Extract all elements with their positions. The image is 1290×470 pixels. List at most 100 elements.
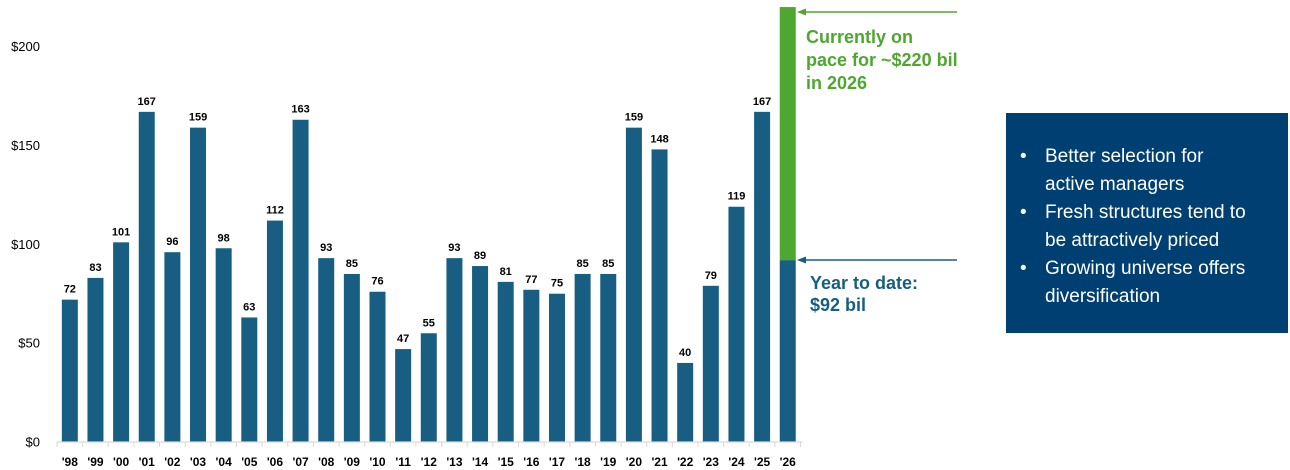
bar	[446, 258, 463, 442]
data-label: 77	[525, 274, 537, 286]
x-tick-label: '23	[703, 455, 720, 469]
data-label: 40	[679, 347, 691, 359]
data-label: 83	[89, 262, 101, 274]
ytd-annotation: Year to date: $92 bil	[810, 273, 923, 315]
x-tick-label: '07	[292, 455, 309, 469]
x-tick-label: '99	[87, 455, 104, 469]
x-tick-label: '25	[754, 455, 771, 469]
ytd-annotation-line: $92 bil	[810, 295, 866, 315]
x-tick-label: '21	[651, 455, 668, 469]
info-item-line: diversification	[1045, 286, 1161, 307]
x-tick-label: '98	[62, 455, 79, 469]
x-tick-label: '11	[395, 455, 411, 469]
x-tick-label: '26	[780, 455, 797, 469]
x-tick-label: '04	[216, 455, 233, 469]
info-item-line: be attractively priced	[1045, 230, 1220, 251]
bar	[113, 242, 130, 442]
data-label: 159	[625, 112, 643, 124]
bar	[190, 127, 207, 443]
x-tick-label: '18	[575, 455, 592, 469]
x-tick-label: '17	[549, 455, 566, 469]
y-tick-label: $150	[11, 138, 40, 153]
data-label: 81	[500, 266, 512, 278]
bar	[215, 248, 232, 442]
data-label: 119	[728, 191, 746, 203]
bar	[87, 277, 104, 442]
projection-arrow-head	[797, 8, 806, 16]
info-item: • Better selection for active managers	[1020, 143, 1274, 199]
bar	[523, 289, 540, 442]
bar	[625, 127, 642, 443]
data-label: 63	[243, 301, 255, 313]
bar	[702, 285, 719, 442]
data-label: 167	[753, 96, 771, 108]
info-item: • Growing universe offers diversificatio…	[1020, 255, 1274, 311]
bar	[728, 206, 745, 442]
bar	[574, 273, 591, 442]
x-tick-label: '22	[677, 455, 694, 469]
x-tick-label: '08	[318, 455, 335, 469]
bar	[241, 317, 258, 442]
y-tick-label: $50	[18, 336, 40, 351]
data-label: 93	[448, 242, 460, 254]
x-tick-label: '19	[600, 455, 617, 469]
x-tick-label: '20	[626, 455, 643, 469]
x-tick-label: '02	[164, 455, 181, 469]
x-tick-label: '12	[421, 455, 438, 469]
data-label: 112	[266, 205, 284, 217]
projection-annotation-line: in 2026	[806, 73, 867, 93]
annotations-layer: Currently on pace for ~$220 bil in 2026 …	[797, 8, 963, 315]
bar	[61, 299, 78, 442]
projection-annotation-line: Currently on	[806, 27, 913, 47]
data-label: 89	[474, 250, 486, 262]
bar	[754, 111, 771, 442]
bar	[651, 149, 668, 443]
bar	[369, 291, 386, 442]
data-label: 163	[291, 104, 309, 116]
data-label: 96	[166, 236, 178, 248]
x-tick-label: '00	[113, 455, 130, 469]
info-item-line: Growing universe offers	[1045, 258, 1246, 279]
x-tick-label: '09	[344, 455, 361, 469]
bar	[548, 293, 565, 442]
data-label: 85	[346, 258, 358, 270]
data-label: 79	[705, 270, 717, 282]
bullet-icon: •	[1020, 146, 1027, 167]
info-item: • Fresh structures tend to be attractive…	[1020, 199, 1274, 255]
bar	[343, 273, 360, 442]
projection-annotation: Currently on pace for ~$220 bil in 2026	[806, 27, 963, 93]
bar	[164, 252, 181, 442]
y-tick-label: $200	[11, 39, 40, 54]
projection-bar	[779, 7, 796, 261]
y-axis: $0 $50 $100 $150 $200	[11, 39, 40, 449]
x-tick-label: '13	[446, 455, 463, 469]
info-item-line: active managers	[1045, 174, 1185, 195]
bar	[600, 273, 617, 442]
bar	[395, 349, 412, 442]
data-label: 148	[650, 133, 668, 145]
ytd-arrow-head	[797, 256, 806, 264]
data-label: 55	[423, 317, 435, 329]
y-tick-label: $100	[11, 237, 40, 252]
data-label: 159	[189, 112, 207, 124]
data-label: 85	[602, 258, 614, 270]
x-tick-label: '06	[267, 455, 284, 469]
ytd-annotation-line: Year to date:	[810, 273, 918, 293]
bar-chart: 72 83 101 167 96 159 98 63 112 163 93 85 76 47 55 93 89 8…	[11, 7, 963, 469]
bullet-icon: •	[1020, 202, 1027, 223]
bar	[677, 362, 694, 442]
x-tick-label: '16	[523, 455, 540, 469]
x-tick-label: '15	[498, 455, 515, 469]
bar	[779, 260, 796, 442]
x-tick-label: '10	[369, 455, 386, 469]
bar	[472, 266, 489, 442]
x-tick-label: '05	[241, 455, 258, 469]
data-labels-layer: 72 83 101 167 96 159 98 63 112 163 93 85 76 47 55 93 89 8…	[64, 96, 772, 359]
bar	[497, 281, 514, 442]
bar	[266, 220, 283, 442]
data-label: 98	[218, 232, 230, 244]
bar	[138, 111, 155, 442]
data-label: 93	[320, 242, 332, 254]
y-tick-label: $0	[26, 435, 40, 450]
bullet-icon: •	[1020, 258, 1027, 279]
